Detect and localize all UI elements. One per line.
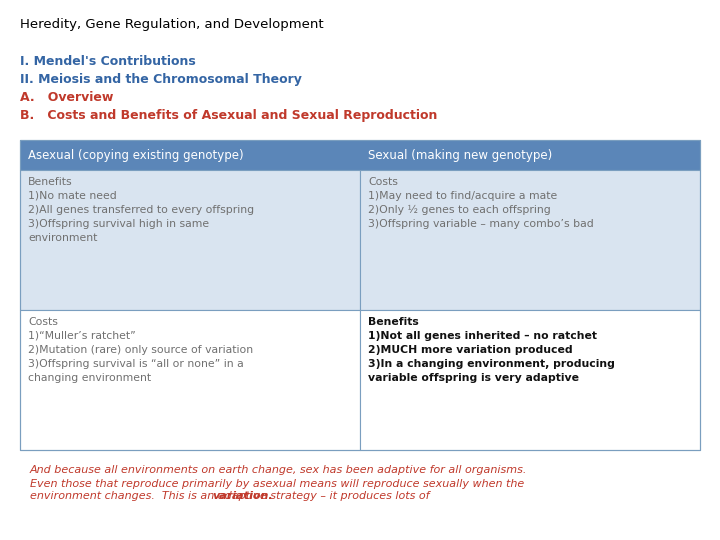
Text: And because all environments on earth change, sex has been adaptive for all orga: And because all environments on earth ch… <box>30 465 527 489</box>
Text: II. Meiosis and the Chromosomal Theory: II. Meiosis and the Chromosomal Theory <box>20 73 302 86</box>
Text: B.   Costs and Benefits of Asexual and Sexual Reproduction: B. Costs and Benefits of Asexual and Sex… <box>20 109 437 122</box>
Text: environment changes.  This is an adaptive strategy – it produces lots of: environment changes. This is an adaptive… <box>30 491 433 501</box>
Bar <box>360 170 700 310</box>
Bar <box>20 310 360 450</box>
Bar <box>20 170 360 310</box>
Text: Benefits
1)Not all genes inherited – no ratchet
2)MUCH more variation produced
3: Benefits 1)Not all genes inherited – no … <box>368 317 615 383</box>
Text: Sexual (making new genotype): Sexual (making new genotype) <box>368 148 552 161</box>
Text: A.   Overview: A. Overview <box>20 91 113 104</box>
Text: Asexual (copying existing genotype): Asexual (copying existing genotype) <box>28 148 243 161</box>
Text: Benefits
1)No mate need
2)All genes transferred to every offspring
3)Offspring s: Benefits 1)No mate need 2)All genes tran… <box>28 177 254 243</box>
Text: I. Mendel's Contributions: I. Mendel's Contributions <box>20 55 196 68</box>
Bar <box>20 140 700 450</box>
Text: Costs
1)“Muller’s ratchet”
2)Mutation (rare) only source of variation
3)Offsprin: Costs 1)“Muller’s ratchet” 2)Mutation (r… <box>28 317 253 383</box>
Bar <box>20 140 700 170</box>
Text: Heredity, Gene Regulation, and Development: Heredity, Gene Regulation, and Developme… <box>20 18 323 31</box>
Text: Costs
1)May need to find/acquire a mate
2)Only ½ genes to each offspring
3)Offsp: Costs 1)May need to find/acquire a mate … <box>368 177 594 229</box>
Text: variation.: variation. <box>212 491 273 501</box>
Bar <box>360 310 700 450</box>
